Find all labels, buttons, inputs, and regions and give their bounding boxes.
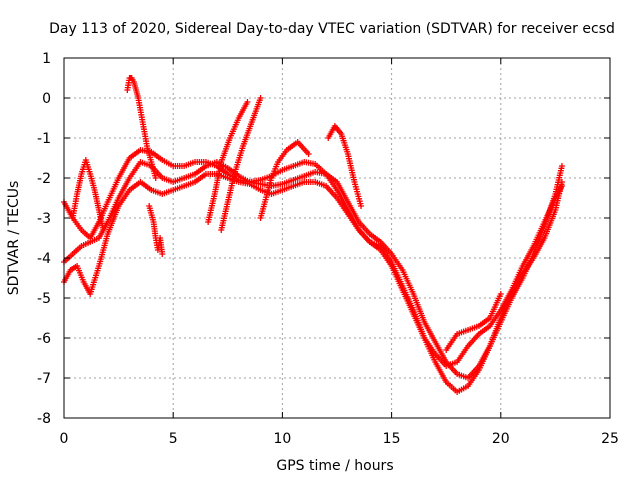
plot-frame — [63, 57, 611, 419]
data-point — [257, 95, 264, 101]
series-arc-e — [124, 75, 159, 181]
y-tick-label: -6 — [37, 331, 51, 347]
series-arc-d — [69, 157, 107, 233]
y-tick-label: -7 — [37, 371, 51, 387]
series-arc-c — [61, 171, 565, 369]
series-arc-i — [257, 139, 312, 221]
data-point — [305, 151, 312, 157]
y-tick-label: 0 — [42, 91, 51, 107]
x-tick-label: 5 — [169, 431, 178, 447]
x-tick-label: 15 — [383, 431, 401, 447]
data-point — [558, 183, 565, 189]
x-tick-labels: 0 5 10 15 20 25 — [60, 431, 619, 447]
y-tick-label: 1 — [42, 51, 51, 67]
series-arc-f — [146, 203, 166, 257]
series-arc-k — [443, 291, 504, 353]
x-tick-label: 25 — [601, 431, 619, 447]
axis-ticks — [63, 57, 611, 419]
y-tick-label: -4 — [37, 251, 51, 267]
y-tick-labels: -8 -7 -6 -5 -4 -3 -2 -1 0 1 — [37, 51, 51, 427]
data-point — [159, 251, 166, 257]
series-arc-h — [218, 95, 264, 233]
chart-title: Day 113 of 2020, Sidereal Day-to-day VTE… — [49, 21, 615, 37]
x-tick-label: 10 — [273, 431, 291, 447]
grid — [64, 58, 610, 418]
series-arc-j — [325, 123, 365, 209]
y-tick-label: -8 — [37, 411, 51, 427]
y-tick-label: -5 — [37, 291, 51, 307]
x-tick-label: 0 — [60, 431, 69, 447]
series-arc-g — [205, 99, 251, 225]
data-point — [558, 163, 565, 169]
y-tick-label: -3 — [37, 211, 51, 227]
data-point — [358, 203, 365, 209]
data-point — [100, 227, 107, 233]
data-point — [244, 99, 251, 105]
data-marks — [61, 75, 565, 395]
series-arc-b — [61, 159, 565, 395]
data-point — [152, 175, 159, 181]
x-axis-label: GPS time / hours — [276, 458, 393, 474]
data-point — [497, 291, 504, 297]
y-axis-label: SDTVAR / TECUs — [6, 181, 22, 296]
y-tick-label: -2 — [37, 171, 51, 187]
x-tick-label: 20 — [492, 431, 510, 447]
y-tick-label: -1 — [37, 131, 51, 147]
series-arc-a — [61, 147, 565, 381]
